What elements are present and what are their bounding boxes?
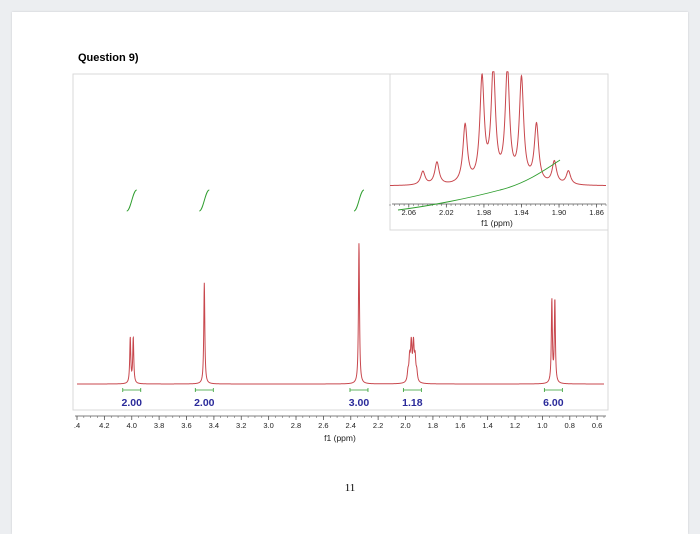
integral-value: 6.00: [543, 397, 564, 409]
main-tick-label: 3.6: [181, 421, 191, 430]
main-tick-label: 1.6: [455, 421, 465, 430]
main-tick-label: 1.8: [428, 421, 438, 430]
main-tick-label: 2.2: [373, 421, 383, 430]
main-plot-frame: [72, 73, 609, 411]
inset-plot-frame: [389, 73, 609, 231]
integral-curve: [126, 189, 138, 212]
inset-tick-label: 1.90: [552, 208, 567, 217]
integral-curve: [199, 189, 210, 212]
inset-tick-label: 1.86: [589, 208, 604, 217]
integral-curve: [353, 189, 365, 212]
main-tick-label: 3.0: [263, 421, 273, 430]
inset-tick-label: 1.94: [514, 208, 529, 217]
main-tick-label: 1.0: [537, 421, 547, 430]
main-tick-label: 0.6: [592, 421, 602, 430]
inset-integral-curve: [397, 159, 561, 211]
main-tick-label: 1.4: [482, 421, 492, 430]
main-tick-label: 2.8: [291, 421, 301, 430]
inset-tick-label: 1.98: [477, 208, 492, 217]
main-tick-label: 2.6: [318, 421, 328, 430]
integral-value: 3.00: [349, 397, 370, 409]
document-page: Question 9) 11: [12, 12, 688, 534]
main-tick-label: 3.2: [236, 421, 246, 430]
page-number: 11: [344, 482, 356, 494]
inset-x-axis: 2.06 2.02 1.98 1.94 1.90 1.86: [389, 203, 607, 217]
main-tick-label: 2.0: [400, 421, 410, 430]
inset-spectrum-trace: [390, 71, 607, 211]
main-tick-label: 0.8: [565, 421, 575, 430]
inset-tick-label: 2.02: [439, 208, 454, 217]
main-spectrum-line: [77, 243, 604, 385]
main-tick-label: 4.0: [127, 421, 137, 430]
integral-value: 2.00: [122, 397, 143, 409]
main-x-axis: .4 4.2 4.0 3.8 3.6 3.4 3.2 3.0 2.8 2.6 2.4 2.2 2.0 1.…: [74, 415, 606, 430]
main-tick-label: .4: [74, 421, 80, 430]
main-tick-label: 3.8: [154, 421, 164, 430]
main-spectrum-trace: [77, 243, 604, 385]
integral-value: 1.18: [402, 397, 423, 409]
integral-value: 2.00: [194, 397, 215, 409]
main-x-axis-label: f1 (ppm): [324, 433, 356, 443]
inset-x-axis-label: f1 (ppm): [481, 218, 513, 228]
question-title: Question 9): [78, 52, 139, 64]
inset-tick-label: 2.06: [401, 208, 416, 217]
main-integrals: 2.00 2.00 3.00 1.18 6.00: [122, 189, 564, 409]
main-tick-label: 3.4: [209, 421, 219, 430]
main-tick-label: 1.2: [510, 421, 520, 430]
main-tick-label: 4.2: [99, 421, 109, 430]
main-tick-label: 2.4: [346, 421, 356, 430]
inset-spectrum-line: [390, 71, 607, 186]
